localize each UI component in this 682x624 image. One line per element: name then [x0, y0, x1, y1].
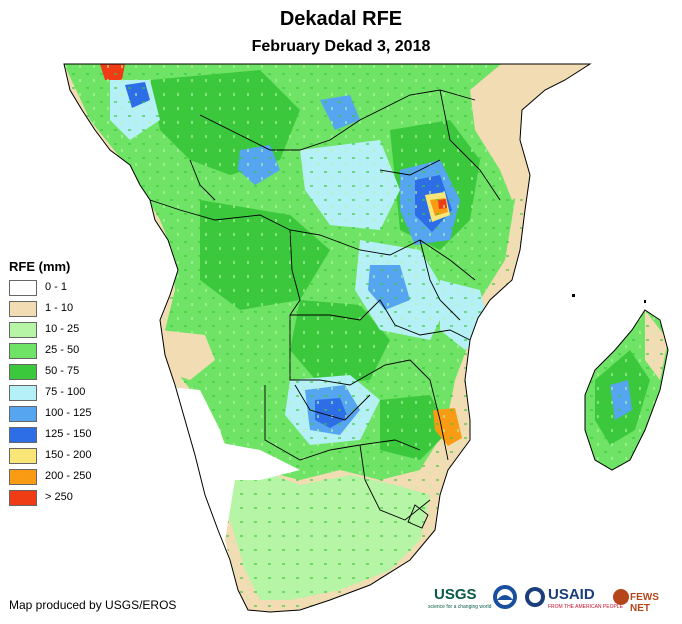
noaa-logo — [492, 584, 522, 614]
legend-label: 100 - 125 — [45, 407, 92, 419]
fewsnet-logo: FEWS NET — [612, 584, 678, 614]
usgs-logo-text: USGS — [434, 586, 477, 603]
legend-swatch — [9, 469, 37, 485]
legend-swatch — [9, 448, 37, 464]
legend-swatch — [9, 385, 37, 401]
legend-label: 150 - 200 — [45, 449, 92, 461]
legend-swatch — [9, 406, 37, 422]
legend-label: 25 - 50 — [45, 344, 80, 356]
legend-label: 10 - 25 — [45, 323, 80, 335]
legend-label: 125 - 150 — [45, 428, 92, 440]
legend-swatch — [9, 322, 37, 338]
usgs-tagline: science for a changing world — [428, 604, 492, 610]
legend-title: RFE (mm) — [9, 259, 71, 274]
legend-label: 50 - 75 — [45, 365, 80, 377]
agency-logos: USGS science for a changing world USAID … — [426, 584, 678, 614]
legend-label: 1 - 10 — [45, 302, 74, 314]
map-title: Dekadal RFE — [279, 8, 403, 30]
usaid-tagline: FROM THE AMERICAN PEOPLE — [548, 604, 623, 610]
island-marker — [644, 300, 646, 303]
legend-swatch — [9, 427, 37, 443]
legend-swatch — [9, 364, 37, 380]
usaid-logo-text: USAID — [548, 586, 595, 603]
credit-text: Map produced by USGS/EROS — [9, 598, 177, 612]
legend: RFE (mm) 0 - 1 1 - 10 10 - 25 25 - 50 50 - 7… — [9, 259, 91, 506]
usaid-logo: USAID FROM THE AMERICAN PEOPLE — [524, 584, 623, 614]
legend-label: > 250 — [45, 491, 73, 503]
usgs-logo: USGS science for a changing world — [426, 584, 492, 614]
comoros-island — [572, 294, 575, 297]
legend-swatch — [9, 490, 37, 506]
legend-swatch — [9, 301, 37, 317]
legend-swatch — [9, 280, 37, 296]
fewsnet-logo-text: FEWS NET — [630, 592, 659, 614]
legend-label: 200 - 250 — [45, 470, 92, 482]
legend-label: 75 - 100 — [45, 386, 86, 398]
legend-swatch — [9, 343, 37, 359]
map-subtitle: February Dekad 3, 2018 — [251, 38, 431, 55]
legend-label: 0 - 1 — [45, 281, 68, 293]
